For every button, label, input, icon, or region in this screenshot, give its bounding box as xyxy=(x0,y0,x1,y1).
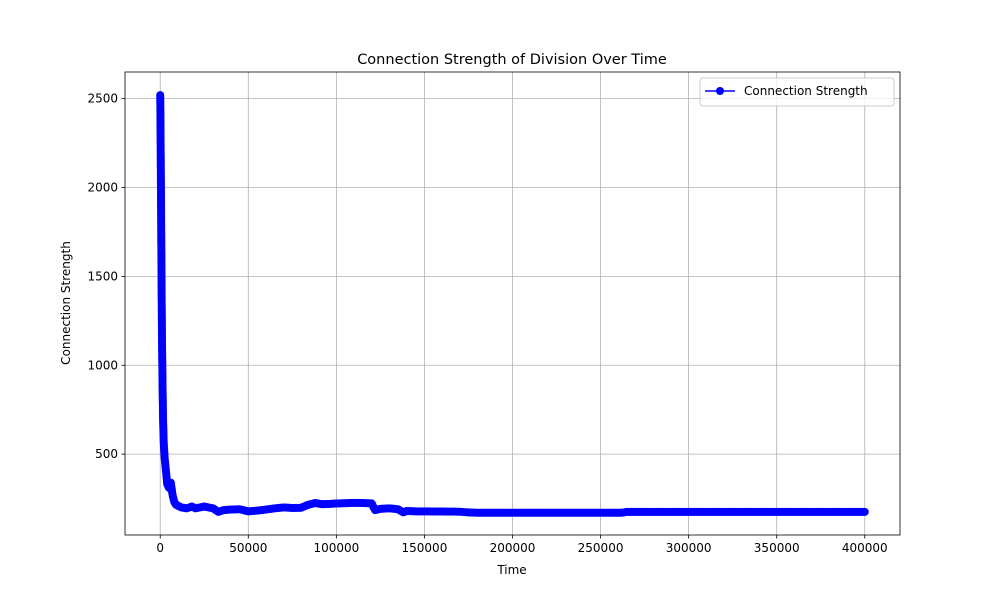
chart-title: Connection Strength of Division Over Tim… xyxy=(357,52,667,68)
x-tick-label: 50000 xyxy=(229,541,267,555)
y-tick-label: 1500 xyxy=(87,269,118,283)
y-tick-label: 2500 xyxy=(87,92,118,106)
y-tick-label: 500 xyxy=(95,447,118,461)
tick-marks: 0 50000 100000 150000 200000 250000 300000 3500… xyxy=(87,92,887,555)
x-tick-label: 150000 xyxy=(402,541,448,555)
x-tick-label: 200000 xyxy=(490,541,536,555)
legend-series-label: Connection Strength xyxy=(744,84,868,98)
grid-lines xyxy=(125,72,900,535)
legend: Connection Strength xyxy=(699,77,895,107)
x-tick-label: 350000 xyxy=(754,541,800,555)
y-tick-label: 1000 xyxy=(87,358,118,372)
x-axis-label: Time xyxy=(496,563,526,577)
series-0 xyxy=(156,91,869,517)
x-tick-label: 250000 xyxy=(578,541,624,555)
x-tick-label: 100000 xyxy=(313,541,359,555)
y-tick-label: 2000 xyxy=(87,181,118,195)
series-marker xyxy=(860,507,869,516)
legend-box xyxy=(699,77,895,107)
y-axis-label: Connection Strength xyxy=(59,241,73,365)
x-tick-label: 0 xyxy=(156,541,164,555)
x-tick-label: 400000 xyxy=(842,541,888,555)
legend-marker-swatch xyxy=(716,87,724,95)
series-layer xyxy=(156,91,869,517)
x-tick-label: 300000 xyxy=(666,541,712,555)
